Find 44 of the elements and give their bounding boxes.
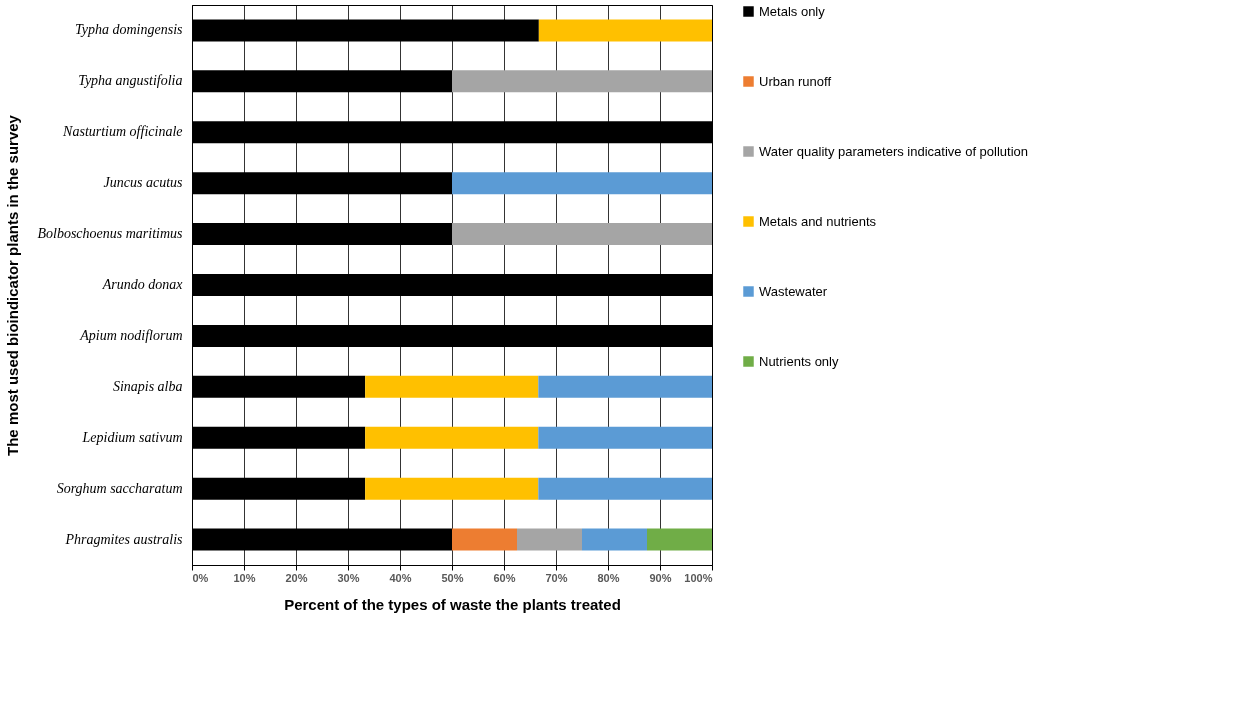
x-tick-label: 30% (337, 571, 360, 584)
bar (365, 375, 539, 398)
legend-label: Metals and nutrients (759, 213, 877, 229)
legend-label: Water quality parameters indicative of pollution (759, 143, 1029, 159)
bar (538, 19, 712, 42)
legend-label: Nutrients only (759, 353, 839, 369)
y-tick-label: Typha angustifolia (78, 73, 183, 89)
bar (452, 172, 712, 195)
bar (365, 477, 539, 500)
y-tick-label: Bolboschoenus maritimus (37, 226, 184, 242)
y-axis-title: The most used bioindicator plants in the survey (4, 114, 22, 456)
x-tick-label: 70% (545, 571, 568, 584)
y-tick-label: Phragmites australis (64, 531, 184, 547)
bar (365, 426, 539, 449)
bar (538, 375, 712, 398)
x-tick-label: 40% (389, 571, 412, 584)
y-tick-label: Apium nodiflorum (79, 327, 183, 343)
bar (538, 477, 712, 500)
x-tick-label: 0% (192, 571, 209, 584)
bar (582, 528, 647, 551)
legend-label: Urban runoff (759, 73, 832, 89)
y-tick-label: Nasturtium officinale (62, 124, 183, 140)
bar (647, 528, 712, 551)
y-tick-label: Juncus acutus (103, 175, 184, 191)
x-tick-label: 80% (597, 571, 620, 584)
bar (452, 70, 712, 93)
x-tick-label: 60% (493, 571, 516, 584)
x-tick-label: 20% (285, 571, 308, 584)
x-tick-label: 90% (649, 571, 672, 584)
y-tick-label: Lepidium sativum (81, 429, 183, 445)
x-tick-label: 10% (233, 571, 256, 584)
bar (452, 223, 712, 246)
bar (517, 528, 582, 551)
y-tick-label: Arundo donax (101, 277, 184, 292)
legend-label: Wastewater (759, 283, 828, 299)
legend-label: Metals only (759, 3, 826, 19)
bar (452, 528, 517, 551)
x-axis-title: Percent of the types of waste the plants treated (284, 595, 621, 613)
y-tick-label: Sinapis alba (112, 378, 183, 394)
y-tick-label: Typha domingensis (75, 22, 184, 38)
bar (538, 426, 712, 449)
x-tick-label: 100% (684, 571, 713, 584)
x-tick-label: 50% (441, 571, 464, 584)
y-tick-label: Sorghum saccharatum (56, 480, 183, 496)
